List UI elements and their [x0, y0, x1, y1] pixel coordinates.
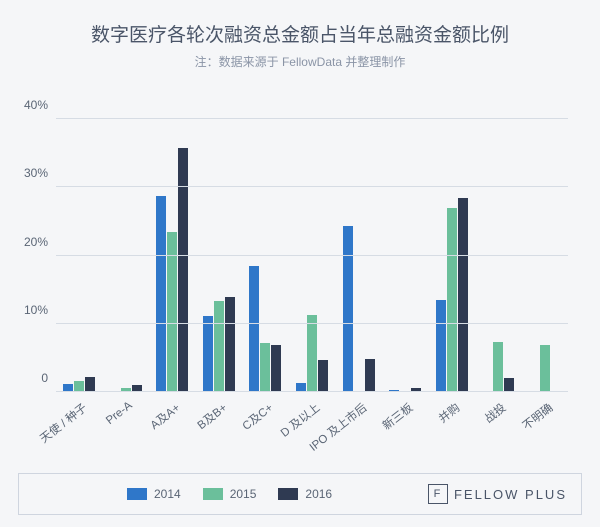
legend: 2014 2015 2016	[127, 487, 332, 501]
legend-label: 2016	[305, 487, 332, 501]
legend-swatch	[203, 488, 223, 500]
chart-subtitle: 注：数据来源于 FellowData 并整理制作	[18, 53, 582, 70]
legend-label: 2014	[154, 487, 181, 501]
x-axis-label: Pre-A	[104, 400, 135, 428]
legend-item: 2015	[203, 487, 257, 501]
bar	[85, 377, 95, 392]
bar-group: 战投	[475, 92, 522, 392]
x-axis-label: 不明确	[519, 400, 556, 434]
bar-group: A及A+	[149, 92, 196, 392]
gridline	[56, 323, 568, 324]
brand: F FELLOW PLUS	[428, 484, 567, 504]
bar-group: 新三板	[382, 92, 429, 392]
bar	[318, 360, 328, 392]
bar	[178, 148, 188, 392]
bar	[225, 297, 235, 392]
bar	[436, 300, 446, 392]
x-axis-label: 并购	[435, 400, 463, 427]
x-axis-label: C及C+	[239, 400, 276, 434]
x-axis-label: 新三板	[379, 400, 416, 434]
y-tick-label: 0	[41, 371, 48, 385]
bar	[203, 316, 213, 392]
bar-group: IPO 及上市后	[335, 92, 382, 392]
bar	[447, 208, 457, 392]
bar	[307, 315, 317, 392]
footer-bar: 2014 2015 2016 F FELLOW PLUS	[18, 473, 582, 515]
bar	[167, 232, 177, 392]
bar	[260, 343, 270, 392]
bar	[156, 196, 166, 392]
bar	[540, 345, 550, 392]
bar	[365, 359, 375, 392]
bar-group: 天使 / 种子	[56, 92, 103, 392]
bar	[271, 345, 281, 392]
chart-container: 数字医疗各轮次融资总金额占当年总融资金额比例 注：数据来源于 FellowDat…	[0, 0, 600, 527]
legend-item: 2016	[278, 487, 332, 501]
bar	[504, 378, 514, 392]
brand-name: FELLOW PLUS	[454, 487, 567, 502]
y-tick-label: 20%	[24, 235, 48, 249]
bar	[343, 226, 353, 392]
bar	[214, 301, 224, 392]
x-axis-label: A及A+	[147, 400, 183, 433]
gridline	[56, 186, 568, 187]
bar-group: B及B+	[196, 92, 243, 392]
y-tick-label: 10%	[24, 303, 48, 317]
y-tick-label: 40%	[24, 98, 48, 112]
x-axis-label: B及B+	[194, 400, 230, 433]
chart-title: 数字医疗各轮次融资总金额占当年总融资金额比例	[18, 20, 582, 47]
legend-label: 2015	[230, 487, 257, 501]
y-tick-label: 30%	[24, 166, 48, 180]
plot-area: 天使 / 种子Pre-AA及A+B及B+C及C+D 及以上IPO 及上市后新三板…	[56, 92, 568, 392]
bar-group: Pre-A	[103, 92, 150, 392]
x-axis-label: 天使 / 种子	[37, 400, 91, 447]
gridline	[56, 255, 568, 256]
bars-row: 天使 / 种子Pre-AA及A+B及B+C及C+D 及以上IPO 及上市后新三板…	[56, 92, 568, 392]
bar	[458, 198, 468, 392]
bar-group: D 及以上	[289, 92, 336, 392]
gridline	[56, 118, 568, 119]
bar-group: C及C+	[242, 92, 289, 392]
brand-icon: F	[428, 484, 448, 504]
legend-swatch	[127, 488, 147, 500]
gridline	[56, 391, 568, 392]
bar-group: 并购	[428, 92, 475, 392]
bar	[493, 342, 503, 392]
bar	[249, 266, 259, 392]
legend-swatch	[278, 488, 298, 500]
bar-group: 不明确	[521, 92, 568, 392]
x-axis-label: 战投	[481, 400, 509, 427]
legend-item: 2014	[127, 487, 181, 501]
